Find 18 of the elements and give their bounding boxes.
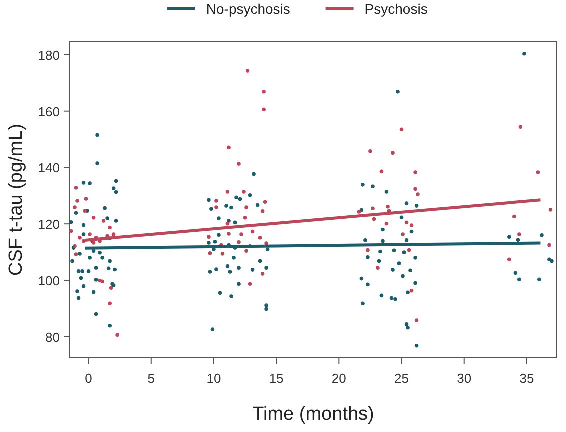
x-axis-title: Time (months) xyxy=(252,404,374,425)
x-tick-label: 10 xyxy=(206,371,222,386)
x-tick-label: 20 xyxy=(332,371,346,386)
y-tick-label: 80 xyxy=(46,330,60,345)
y-tick-label: 100 xyxy=(38,273,60,288)
legend-label: Psychosis xyxy=(364,1,428,17)
y-tick-label: 160 xyxy=(38,104,60,120)
y-tick-label: 120 xyxy=(38,217,60,232)
x-tick-label: 35 xyxy=(520,371,534,386)
y-tick-label: 180 xyxy=(38,48,60,63)
y-axis-title: CSF t-tau (pg/mL) xyxy=(6,124,27,276)
y-tick-label: 140 xyxy=(38,160,60,176)
x-tick-label: 0 xyxy=(85,371,92,386)
legend-label: No-psychosis xyxy=(206,1,290,17)
x-tick-label: 15 xyxy=(269,371,284,386)
x-tick-label: 25 xyxy=(394,371,409,386)
x-tick-label: 5 xyxy=(148,371,155,386)
x-tick-label: 30 xyxy=(457,371,472,386)
